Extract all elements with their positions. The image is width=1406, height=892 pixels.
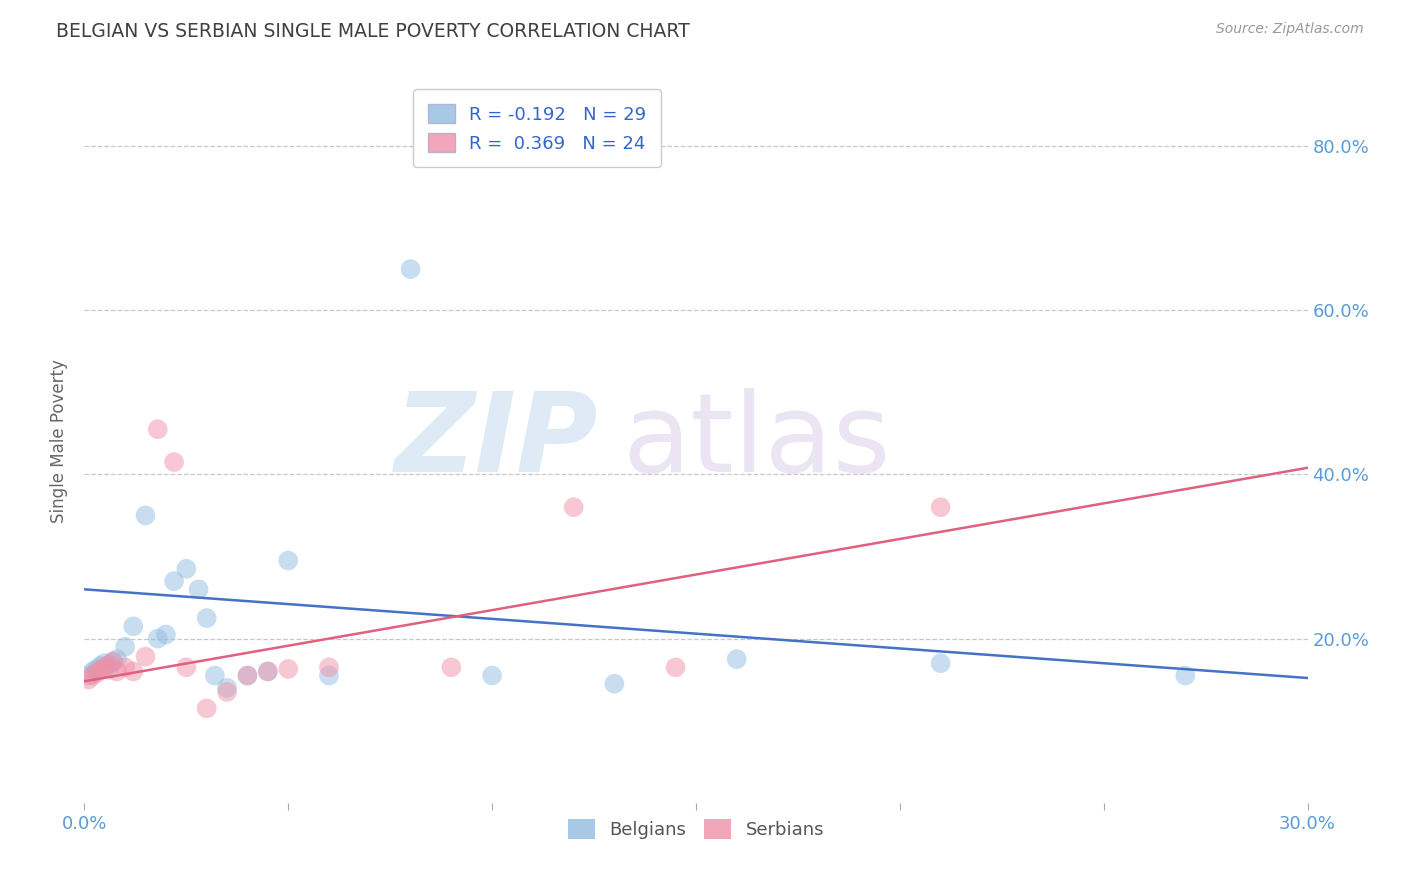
Point (236, 668, 259, 682)
Point (90, 663, 112, 677)
Point (82, 665, 104, 679)
Point (86, 666, 108, 681)
Point (187, 582, 209, 597)
Point (114, 640, 136, 654)
Point (122, 665, 145, 679)
Point (725, 652, 748, 666)
Point (562, 500, 585, 515)
Point (90, 658, 112, 673)
Point (277, 662, 299, 676)
Point (174, 660, 197, 674)
Point (217, 685, 239, 699)
Point (318, 660, 340, 674)
Point (440, 660, 463, 674)
Point (1174, 668, 1197, 682)
Text: ZIP: ZIP (395, 388, 598, 495)
Point (204, 668, 226, 682)
Text: Source: ZipAtlas.com: Source: ZipAtlas.com (1216, 22, 1364, 37)
Point (163, 455, 186, 469)
Point (101, 655, 124, 669)
Point (257, 665, 280, 679)
Point (195, 701, 218, 715)
Point (105, 652, 128, 666)
Point (481, 668, 503, 682)
Point (217, 681, 239, 695)
Point (114, 660, 136, 674)
Point (665, 660, 688, 674)
Point (97, 657, 120, 672)
Point (257, 665, 280, 679)
Point (105, 665, 128, 679)
Y-axis label: Single Male Poverty: Single Male Poverty (51, 359, 69, 524)
Text: BELGIAN VS SERBIAN SINGLE MALE POVERTY CORRELATION CHART: BELGIAN VS SERBIAN SINGLE MALE POVERTY C… (56, 22, 690, 41)
Point (163, 574, 186, 588)
Point (195, 611, 218, 625)
Point (97, 663, 120, 677)
Point (86, 662, 108, 676)
Point (155, 627, 177, 641)
Point (101, 655, 124, 669)
Point (93, 657, 115, 671)
Point (135, 508, 157, 523)
Point (146, 422, 169, 436)
Point (603, 677, 626, 691)
Point (236, 668, 259, 682)
Point (929, 500, 952, 515)
Point (277, 553, 299, 567)
Point (174, 562, 197, 576)
Point (399, 262, 422, 277)
Point (318, 668, 340, 682)
Point (135, 649, 157, 664)
Legend: Belgians, Serbians: Belgians, Serbians (558, 810, 834, 848)
Point (122, 619, 145, 633)
Point (93, 660, 115, 674)
Point (82, 668, 104, 682)
Point (146, 632, 169, 646)
Point (929, 657, 952, 671)
Text: atlas: atlas (623, 388, 891, 495)
Point (77, 673, 100, 687)
Point (77, 668, 100, 682)
